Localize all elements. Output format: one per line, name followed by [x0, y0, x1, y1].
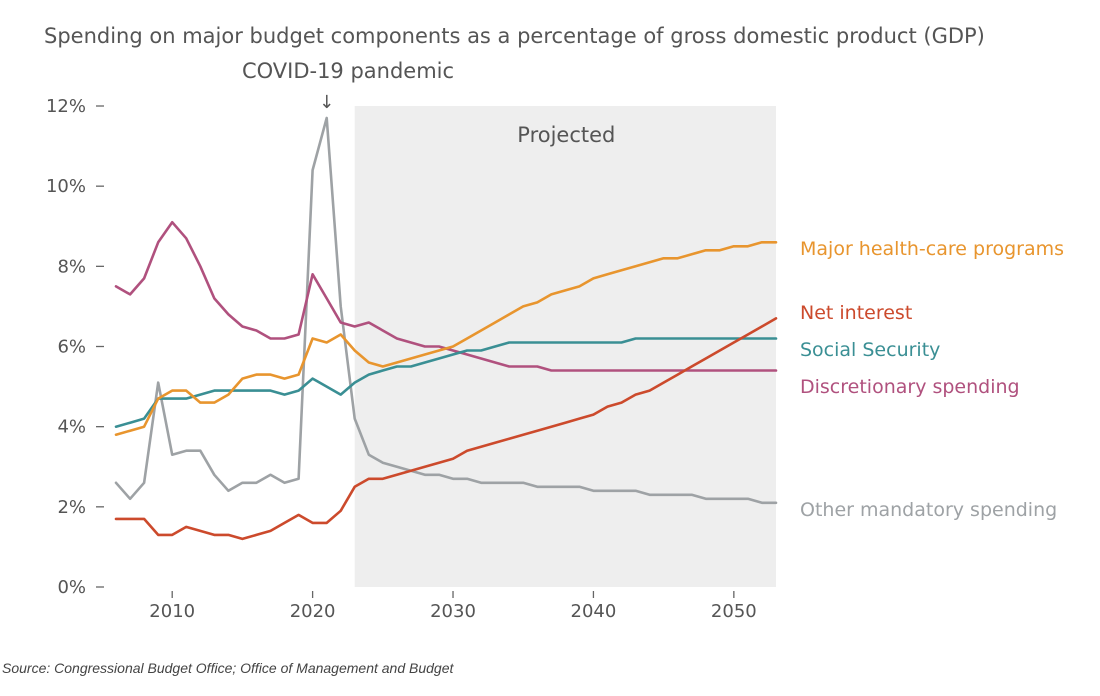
source-note: Source: Congressional Budget Office; Off…	[2, 660, 454, 676]
y-tick-label: 10%	[46, 176, 86, 197]
series-line-net-interest	[114, 317, 778, 541]
x-tick-label: 2020	[290, 601, 336, 622]
y-tick-label: 0%	[57, 577, 86, 598]
projected-label: Projected	[517, 123, 615, 147]
plot-area: Projected 0% 2% 4% 6% 8% 10% 12% 2010 2020 2030 204…	[46, 59, 1064, 622]
series-line-major-health-care-programs	[114, 241, 778, 437]
x-tick-label: 2030	[430, 601, 476, 622]
x-tick-label: 2040	[571, 601, 617, 622]
x-tick-label: 2010	[149, 601, 195, 622]
series-line-other-mandatory-spending	[114, 116, 778, 505]
legend-label-major-health-care-programs: Major health-care programs	[800, 238, 1064, 260]
chart-title: Spending on major budget components as a…	[44, 24, 985, 48]
y-tick-label: 12%	[46, 96, 86, 117]
legend-label-net-interest: Net interest	[800, 302, 912, 324]
y-tick-label: 8%	[57, 256, 86, 277]
x-tick-label: 2050	[711, 601, 757, 622]
legend-label-social-security: Social Security	[800, 339, 940, 361]
projected-region	[354, 106, 776, 587]
y-tick-label: 2%	[57, 497, 86, 518]
covid-arrow: ↓	[319, 92, 334, 113]
y-tick-label: 6%	[57, 337, 86, 358]
covid-annotation: COVID-19 pandemic	[242, 59, 454, 83]
y-tick-label: 4%	[57, 417, 86, 438]
series-line-social-security	[114, 337, 778, 429]
legend-label-other-mandatory-spending: Other mandatory spending	[800, 499, 1057, 521]
legend-label-discretionary-spending: Discretionary spending	[800, 376, 1020, 398]
